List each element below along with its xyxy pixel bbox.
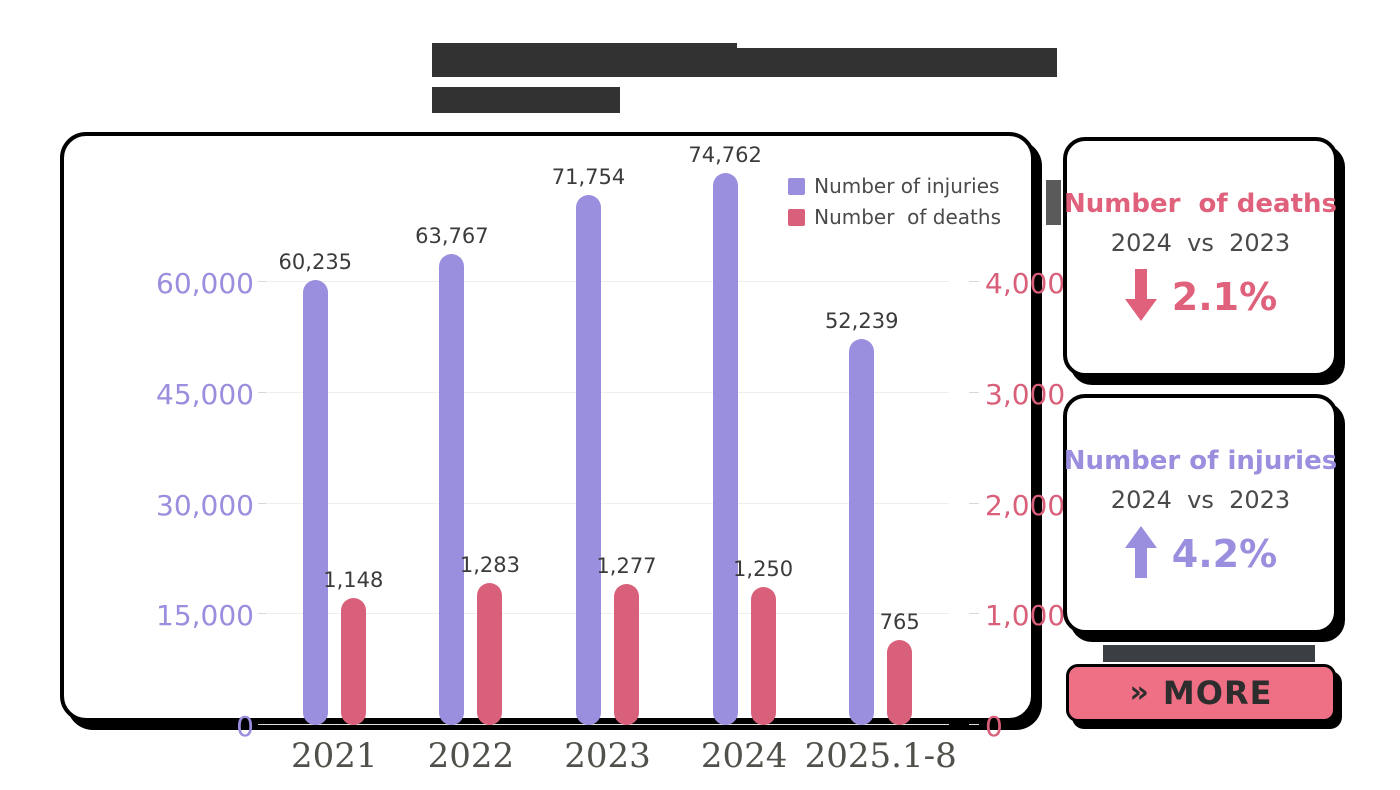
x-axis-tick-label: 2022 <box>427 736 515 776</box>
gridline <box>266 391 949 393</box>
bar-chart: Number of injuries Number of deaths 0 15,… <box>64 136 1065 776</box>
bar-value-deaths: 1,148 <box>323 567 384 592</box>
y-axis-left-tick-label: 0 <box>236 710 254 743</box>
stat-card-deaths-compare: 2024 vs 2023 <box>1110 228 1291 257</box>
bar-deaths[interactable]: 765 <box>880 610 920 725</box>
y-axis-left-tick <box>258 391 268 393</box>
vertical-scrollbar-thumb[interactable] <box>1046 180 1061 225</box>
bar-value-deaths: 1,277 <box>596 553 657 578</box>
bar-injuries[interactable]: 71,754 <box>552 165 625 725</box>
y-axis-right-tick-label: 4,000 <box>985 267 1066 300</box>
bar-group: 74,762 1,250 <box>676 143 813 725</box>
more-button-label: MORE <box>1162 674 1273 712</box>
y-axis-right-tick <box>969 391 979 393</box>
y-axis-right-tick <box>969 281 979 282</box>
legend-swatch-deaths-icon <box>788 208 806 226</box>
y-axis-left-tick <box>258 724 268 725</box>
stat-card-injuries-percent: 4.2% <box>1171 532 1278 576</box>
stat-card-injuries-delta: 4.2% <box>1124 525 1278 583</box>
y-axis-right-tick-label: 1,000 <box>985 599 1066 633</box>
stat-card-injuries-compare: 2024 vs 2023 <box>1110 485 1291 514</box>
y-axis-right-tick <box>969 613 979 615</box>
y-axis-right: 0 1,000 2,000 3,000 4,000 <box>967 267 1077 743</box>
y-axis-left-tick-label: 15,000 <box>156 599 254 633</box>
title-redaction-bar-line2 <box>432 87 620 113</box>
stat-card-deaths-percent: 2.1% <box>1171 275 1278 319</box>
gridline <box>266 502 949 504</box>
legend-label-deaths: Number of deaths <box>814 205 1001 229</box>
bar-deaths[interactable]: 1,277 <box>596 554 657 725</box>
bar-deaths[interactable]: 1,250 <box>733 557 793 725</box>
bar-group: 71,754 1,277 <box>539 165 676 725</box>
bar-value-injuries: 60,235 <box>278 250 353 275</box>
bar-deaths[interactable]: 1,148 <box>323 568 383 725</box>
plot-area: 60,235 1,148 63,767 1,283 71,754 1,277 74,762 1… <box>266 143 949 725</box>
title-redaction-bar-line1-left <box>432 43 737 77</box>
arrow-up-icon <box>1124 525 1158 583</box>
bar-injuries[interactable]: 60,235 <box>279 250 352 725</box>
x-axis-tick-label: 2021 <box>291 736 378 776</box>
bar-group: 60,235 1,148 <box>266 250 403 725</box>
y-axis-left-tick <box>258 613 268 615</box>
stat-card-injuries-title: Number of injuries <box>1063 445 1338 476</box>
gridline <box>266 724 949 725</box>
bar-deaths[interactable]: 1,283 <box>460 553 520 725</box>
bar-value-injuries: 71,754 <box>551 165 626 190</box>
bar-value-injuries: 63,767 <box>415 224 489 249</box>
chevron-double-right-icon: » <box>1129 675 1149 710</box>
y-axis-left: 0 15,000 30,000 45,000 60,000 <box>144 267 268 743</box>
bar-group: 63,767 1,283 <box>403 224 540 725</box>
bar-value-deaths: 765 <box>879 610 920 635</box>
y-axis-left-tick <box>258 281 268 282</box>
arrow-down-icon <box>1124 268 1158 326</box>
stat-card-deaths: Number of deaths 2024 vs 2023 2.1% <box>1063 137 1338 377</box>
x-axis-tick-label: 2023 <box>564 736 651 776</box>
legend-label-injuries: Number of injuries <box>814 174 1000 198</box>
stat-card-deaths-delta: 2.1% <box>1124 268 1278 326</box>
more-button-redaction-bar <box>1103 645 1315 662</box>
x-axis-tick-label: 2025.1-8 <box>804 736 957 776</box>
y-axis-right-tick-label: 0 <box>985 710 1003 743</box>
y-axis-left-tick-label: 60,000 <box>156 267 254 300</box>
legend-swatch-injuries-icon <box>788 177 806 195</box>
bar-value-deaths: 1,250 <box>733 556 794 581</box>
bar-injuries[interactable]: 74,762 <box>688 143 762 725</box>
bar-value-injuries: 74,762 <box>688 143 762 168</box>
x-axis-tick-label: 2024 <box>700 736 788 776</box>
bar-injuries[interactable]: 63,767 <box>415 224 489 725</box>
gridline <box>266 281 949 282</box>
y-axis-right-tick-label: 3,000 <box>985 377 1066 411</box>
stat-card-injuries: Number of injuries 2024 vs 2023 4.2% <box>1063 394 1338 634</box>
bar-injuries[interactable]: 52,239 <box>825 309 898 725</box>
y-axis-left-tick-label: 45,000 <box>156 377 254 411</box>
bar-value-injuries: 52,239 <box>824 309 899 334</box>
legend-item-deaths: Number of deaths <box>788 205 1001 229</box>
y-axis-right-tick-label: 2,000 <box>985 488 1066 522</box>
y-axis-left-tick <box>258 502 268 504</box>
y-axis-right-tick <box>969 502 979 504</box>
legend-item-injuries: Number of injuries <box>788 174 1001 198</box>
chart-legend: Number of injuries Number of deaths <box>788 174 1001 229</box>
x-axis: 2021 2022 2023 2024 2025.1-8 <box>266 736 957 786</box>
more-button[interactable]: » MORE <box>1066 664 1336 722</box>
title-redaction-bar-line1-right <box>737 48 1057 77</box>
gridline <box>266 613 949 615</box>
chart-card: Number of injuries Number of deaths 0 15,… <box>60 132 1065 776</box>
stat-card-deaths-title: Number of deaths <box>1064 188 1337 219</box>
y-axis-left-tick-label: 30,000 <box>156 488 254 522</box>
bar-group: 52,239 765 <box>812 282 949 725</box>
bar-value-deaths: 1,283 <box>459 552 520 577</box>
y-axis-right-tick <box>969 724 979 725</box>
